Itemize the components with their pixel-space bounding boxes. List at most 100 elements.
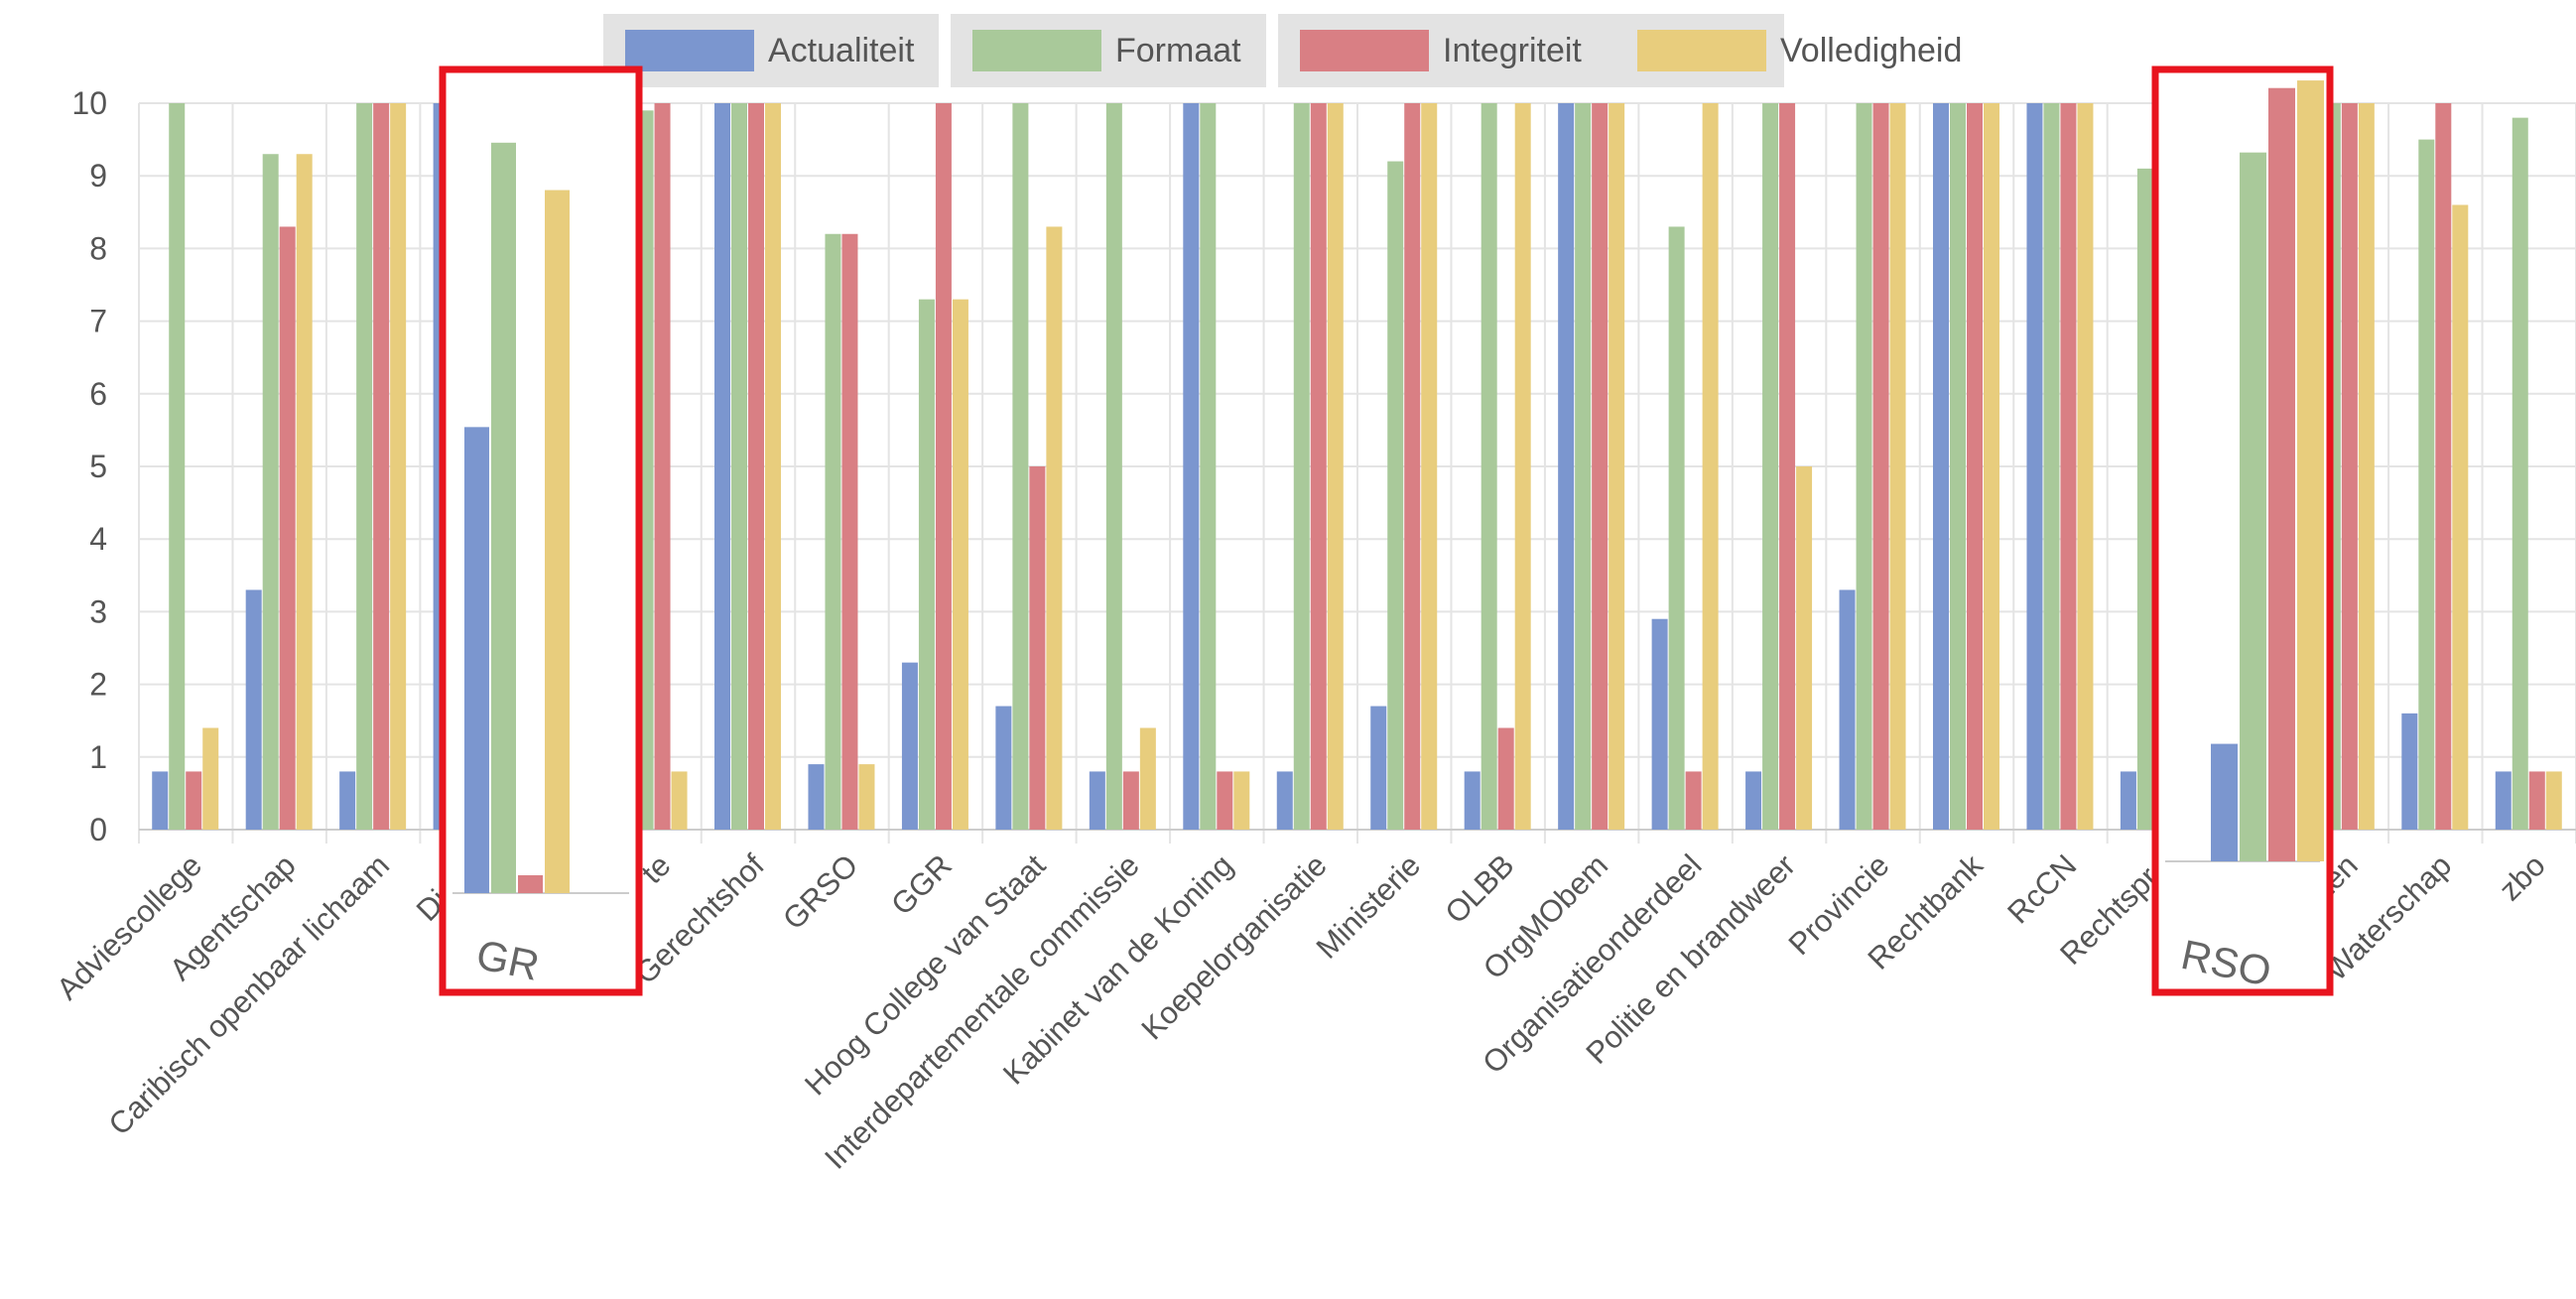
bar-formaat-olbb [1481, 103, 1497, 830]
inset-bar-integriteit [2268, 87, 2295, 862]
bar-volledigheid-politie-en-brandweer [1796, 466, 1813, 830]
bar-integriteit-koepelorganisatie [1310, 103, 1327, 830]
legend-label-volledigheid: Volledigheid [1780, 32, 1962, 69]
bar-integriteit-orgmobem [1592, 103, 1609, 830]
y-tick-label: 8 [89, 230, 107, 266]
bar-volledigheid-olbb [1514, 103, 1531, 830]
bar-formaat-rccn [2043, 103, 2060, 830]
bar-integriteit-staten-generaal [2341, 103, 2358, 830]
bar-actualiteit-olbb [1464, 771, 1481, 830]
bar-formaat-kabinet-van-de-koning [1200, 103, 1217, 830]
legend-label-actualiteit: Actualiteit [768, 32, 915, 69]
bar-formaat-ministerie [1387, 161, 1404, 830]
x-tick-label: GGR [884, 847, 959, 922]
bar-integriteit-ggr [935, 103, 952, 830]
bar-integriteit-adviescollege [186, 771, 202, 830]
inset-bar-formaat [2240, 152, 2266, 861]
y-tick-label: 10 [71, 85, 107, 121]
bar-actualiteit-rechtbank [1933, 103, 1949, 830]
bar-actualiteit-adviescollege [152, 771, 169, 830]
bar-volledigheid-caribisch-openbaar-lichaam [390, 103, 407, 830]
bar-formaat-ggr [918, 299, 935, 830]
inset-gr: GR [439, 65, 643, 996]
bar-integriteit-gerechtshof [748, 103, 764, 830]
legend-swatch-volledigheid [1637, 30, 1766, 71]
bar-formaat-waterschap [2418, 139, 2435, 831]
bar-integriteit-ministerie [1404, 103, 1421, 830]
x-tick-label: zbo [2493, 847, 2552, 907]
x-tick-label: RcCN [2000, 847, 2083, 930]
bar-formaat-agentschap [262, 154, 279, 831]
y-tick-label: 5 [89, 449, 107, 484]
bar-integriteit-olbb [1497, 727, 1514, 830]
bar-actualiteit-rccn [2026, 103, 2043, 830]
bar-formaat-orgmobem [1575, 103, 1592, 830]
bar-actualiteit-hoog-college-van-staat [995, 706, 1012, 830]
bar-integriteit-caribisch-openbaar-lichaam [373, 103, 390, 830]
bar-volledigheid-rechtbank [1984, 103, 1999, 830]
bar-actualiteit-kabinet-van-de-koning [1183, 103, 1200, 830]
bar-integriteit-gemeente [654, 103, 671, 830]
bar-integriteit-rccn [2060, 103, 2077, 830]
y-tick-label: 1 [89, 739, 107, 775]
inset-bar-volledigheid [2297, 80, 2324, 861]
inset-bar-volledigheid [545, 190, 570, 893]
bar-volledigheid-ggr [952, 299, 968, 830]
bar-integriteit-provincie [1872, 103, 1889, 830]
bar-integriteit-politie-en-brandweer [1779, 103, 1796, 830]
bar-formaat-rechtspraak [2136, 168, 2153, 830]
y-tick-label: 0 [89, 812, 107, 847]
bar-actualiteit-ggr [901, 662, 918, 830]
bar-actualiteit-provincie [1839, 589, 1856, 830]
inset-bar-actualiteit [464, 427, 489, 893]
x-tick-label: OLBB [1438, 847, 1520, 930]
bar-actualiteit-agentschap [245, 589, 262, 830]
highlight-frame [2151, 65, 2334, 996]
bar-actualiteit-zbo [2495, 771, 2512, 830]
bar-volledigheid-zbo [2545, 771, 2562, 830]
y-tick-label: 7 [89, 304, 107, 339]
y-tick-label: 2 [89, 667, 107, 703]
y-tick-label: 6 [89, 376, 107, 412]
inset-bar-formaat [491, 142, 516, 894]
bar-actualiteit-koepelorganisatie [1276, 771, 1293, 830]
bar-volledigheid-organisatieonderdeel [1702, 103, 1719, 830]
bar-formaat-koepelorganisatie [1293, 103, 1310, 830]
bar-integriteit-waterschap [2435, 103, 2452, 830]
bar-formaat-adviescollege [169, 103, 186, 830]
bar-volledigheid-waterschap [2452, 204, 2469, 831]
bar-volledigheid-provincie [1889, 103, 1906, 830]
bar-integriteit-organisatieonderdeel [1685, 771, 1702, 830]
bar-volledigheid-agentschap [296, 154, 313, 831]
bar-volledigheid-kabinet-van-de-koning [1233, 771, 1250, 830]
legend-swatch-formaat [972, 30, 1101, 71]
bar-formaat-zbo [2512, 117, 2528, 830]
highlight-insets: GR RSO [439, 65, 2334, 996]
bar-actualiteit-waterschap [2401, 713, 2418, 830]
bar-volledigheid-gerechtshof [765, 103, 781, 830]
bar-integriteit-grso [841, 233, 858, 830]
x-tick-label: GRSO [776, 847, 864, 936]
bar-integriteit-zbo [2528, 771, 2545, 830]
bar-volledigheid-ministerie [1421, 103, 1438, 830]
bar-actualiteit-politie-en-brandweer [1745, 771, 1762, 830]
legend: Actualiteit Formaat Integriteit Volledighei… [603, 14, 1962, 87]
bar-formaat-provincie [1856, 103, 1872, 830]
bar-integriteit-agentschap [279, 226, 296, 830]
legend-label-integriteit: Integriteit [1443, 32, 1582, 69]
bar-volledigheid-orgmobem [1609, 103, 1625, 830]
y-tick-label: 3 [89, 593, 107, 629]
bar-formaat-politie-en-brandweer [1762, 103, 1779, 830]
bar-actualiteit-gerechtshof [714, 103, 730, 830]
bar-volledigheid-interdepartementale-commissie [1139, 727, 1156, 830]
bar-actualiteit-grso [808, 764, 825, 830]
bar-formaat-hoog-college-van-staat [1012, 103, 1029, 830]
bar-volledigheid-hoog-college-van-staat [1046, 226, 1063, 830]
bar-integriteit-kabinet-van-de-koning [1217, 771, 1233, 830]
bar-integriteit-rechtbank [1967, 103, 1983, 830]
bar-formaat-gerechtshof [731, 103, 747, 830]
legend-swatch-integriteit [1300, 30, 1429, 71]
inset-bar-actualiteit [2211, 743, 2238, 861]
y-axis: 0 1 2 3 4 5 6 7 8 9 10 [71, 85, 107, 847]
bar-formaat-organisatieonderdeel [1668, 226, 1685, 830]
